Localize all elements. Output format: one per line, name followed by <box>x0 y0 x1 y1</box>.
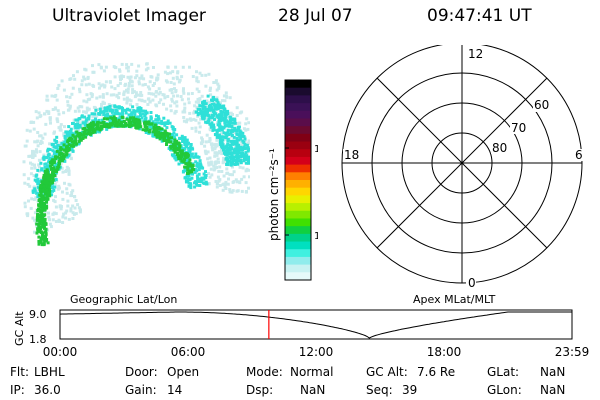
xtick-label: 23:59 <box>555 345 590 359</box>
colorbar-scale <box>285 80 311 281</box>
colorbar-cell <box>285 80 311 89</box>
altitude-curve <box>59 311 572 339</box>
mode-value: Normal <box>290 365 334 379</box>
colorbar-cell <box>285 218 311 227</box>
xtick-label: 12:00 <box>299 345 334 359</box>
colorbar-tick-label-10: 10 <box>314 231 318 242</box>
aurora-faint-dots <box>22 62 250 239</box>
lat-label-80: 80 <box>492 141 507 155</box>
colorbar-cell <box>285 264 311 273</box>
colorbar-cell <box>285 272 311 281</box>
colorbar-cell <box>285 118 311 127</box>
mlt-label-18: 18 <box>344 148 359 162</box>
xtick-label: 00:00 <box>43 345 78 359</box>
altitude-timeline: Geographic Lat/Lon Apex MLat/MLT GC Alt … <box>13 293 590 359</box>
colorbar-cell <box>285 180 311 189</box>
time-label: 09:47:41 UT <box>427 6 532 26</box>
timeline-ylabel: GC Alt <box>13 311 26 346</box>
xtick-label: 06:00 <box>171 345 206 359</box>
colorbar-cell <box>285 241 311 250</box>
dsp-value: NaN <box>300 383 326 397</box>
colorbar-cell <box>285 110 311 120</box>
glon-value: NaN <box>540 383 566 397</box>
ip-value: 36.0 <box>34 383 61 397</box>
lat-label-70: 70 <box>511 121 526 135</box>
colorbar-tick-label-100: 100 <box>314 144 318 155</box>
colorbar-cell <box>285 103 311 112</box>
polar-diagonal-2 <box>376 77 548 249</box>
flt-value: LBHL <box>34 365 65 379</box>
colorbar-cell <box>285 95 311 104</box>
lat-label-60: 60 <box>534 98 549 112</box>
date-label: 28 Jul 07 <box>278 6 353 26</box>
gcalt-label: GC Alt: <box>366 365 408 379</box>
timeline-right-title: Apex MLat/MLT <box>413 293 496 306</box>
colorbar-cell <box>285 195 311 204</box>
xtick-label: 18:00 <box>427 345 462 359</box>
seq-value: 39 <box>402 383 418 397</box>
gain-label: Gain: <box>125 383 157 397</box>
colorbar-cell <box>285 156 311 166</box>
mlt-label-6: 6 <box>575 148 583 162</box>
colorbar-cell <box>285 164 311 173</box>
seq-label: Seq: <box>366 383 393 397</box>
colorbar-frame <box>284 79 312 281</box>
colorbar-cell <box>285 249 311 258</box>
gcalt-value: 7.6 Re <box>417 365 456 379</box>
colorbar-cell <box>285 203 311 212</box>
ip-label: IP: <box>10 383 25 397</box>
aurora-core-dots <box>35 115 196 247</box>
gain-value: 14 <box>167 383 183 397</box>
glon-label: GLon: <box>487 383 522 397</box>
colorbar-cell <box>285 187 311 196</box>
timeline-frame <box>59 309 573 340</box>
glat-label: GLat: <box>487 365 520 379</box>
ytick-top: 9.0 <box>29 308 47 321</box>
colorbar-cell <box>285 126 311 135</box>
door-value: Open <box>167 365 200 379</box>
colorbar-cell <box>285 133 311 143</box>
polar-plot: 12 0 18 6 60 70 80 <box>341 45 583 290</box>
colorbar-cell <box>285 149 311 158</box>
colorbar-unit-label: photon cm⁻²s⁻¹ <box>267 148 281 241</box>
colorbar-cell <box>285 172 311 181</box>
timeline-left-title: Geographic Lat/Lon <box>70 293 177 306</box>
glat-value: NaN <box>540 365 566 379</box>
ytick-bottom: 1.8 <box>29 333 47 346</box>
dsp-label: Dsp: <box>246 383 274 397</box>
auroral-image <box>22 62 250 247</box>
flt-label: Flt: <box>10 365 29 379</box>
colorbar-cell <box>285 210 311 220</box>
colorbar-cell <box>285 256 311 266</box>
mlt-label-0: 0 <box>468 276 476 290</box>
colorbar-cell <box>285 226 311 235</box>
colorbar-cell <box>285 233 311 243</box>
colorbar-cell <box>285 141 311 150</box>
instrument-title: Ultraviolet Imager <box>52 6 206 26</box>
mode-label: Mode: <box>246 365 283 379</box>
door-label: Door: <box>125 365 158 379</box>
mlt-label-12: 12 <box>468 47 483 61</box>
colorbar-cell <box>285 87 311 96</box>
colorbar: 100 10 photon cm⁻²s⁻¹ <box>267 79 318 281</box>
